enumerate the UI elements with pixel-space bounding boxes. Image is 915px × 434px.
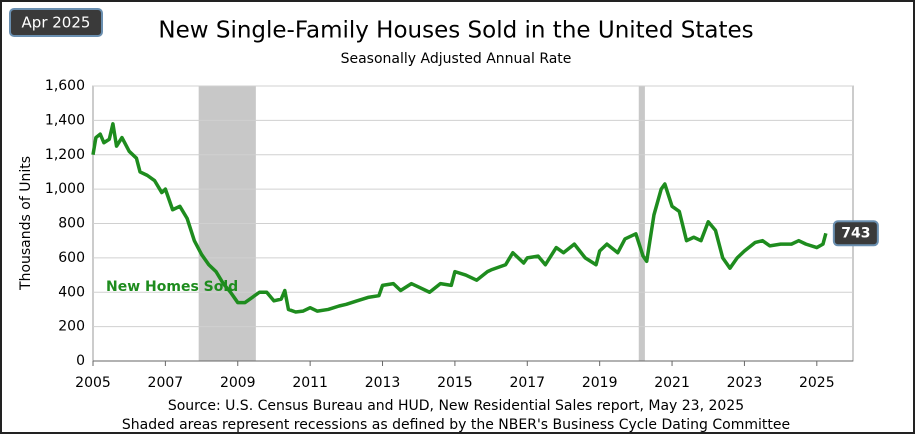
chart-subtitle: Seasonally Adjusted Annual Rate	[341, 51, 572, 67]
x-tick-label: 2011	[292, 375, 328, 391]
badge: Apr 2025	[22, 14, 91, 32]
x-tick-label: 2025	[799, 375, 835, 391]
note: Shaded areas represent recessions as def…	[122, 417, 790, 433]
last-value-box	[832, 220, 879, 247]
source: Source: U.S. Census Bureau and HUD, New …	[168, 398, 744, 414]
y-tick-label: 1,600	[45, 78, 85, 94]
chart-title: New Single-Family Houses Sold in the Uni…	[158, 18, 753, 44]
x-tick-label: 2005	[75, 375, 111, 391]
x-tick-label: 2009	[220, 375, 256, 391]
x-tick-label: 2021	[654, 375, 690, 391]
y-axis-label: Thousands of Units	[18, 156, 34, 291]
last-value-label: 743	[841, 225, 870, 241]
badge-box	[9, 8, 103, 37]
y-tick-label: 400	[58, 284, 85, 300]
y-tick-label: 200	[58, 319, 85, 335]
x-tick-label: 2007	[148, 375, 184, 391]
y-tick-label: 1,000	[45, 181, 85, 197]
x-tick-label: 2019	[582, 375, 618, 391]
y-tick-label: 600	[58, 250, 85, 266]
y-tick-label: 1,400	[45, 112, 85, 128]
y-tick-label: 0	[76, 353, 85, 369]
x-tick-label: 2013	[365, 375, 401, 391]
series-line	[91, 122, 828, 314]
series-label: New Homes Sold	[106, 279, 238, 295]
x-tick-label: 2015	[437, 375, 473, 391]
y-tick-label: 1,200	[45, 147, 85, 163]
x-tick-label: 2017	[509, 375, 545, 391]
y-tick-label: 800	[58, 216, 85, 232]
x-tick-label: 2023	[727, 375, 763, 391]
